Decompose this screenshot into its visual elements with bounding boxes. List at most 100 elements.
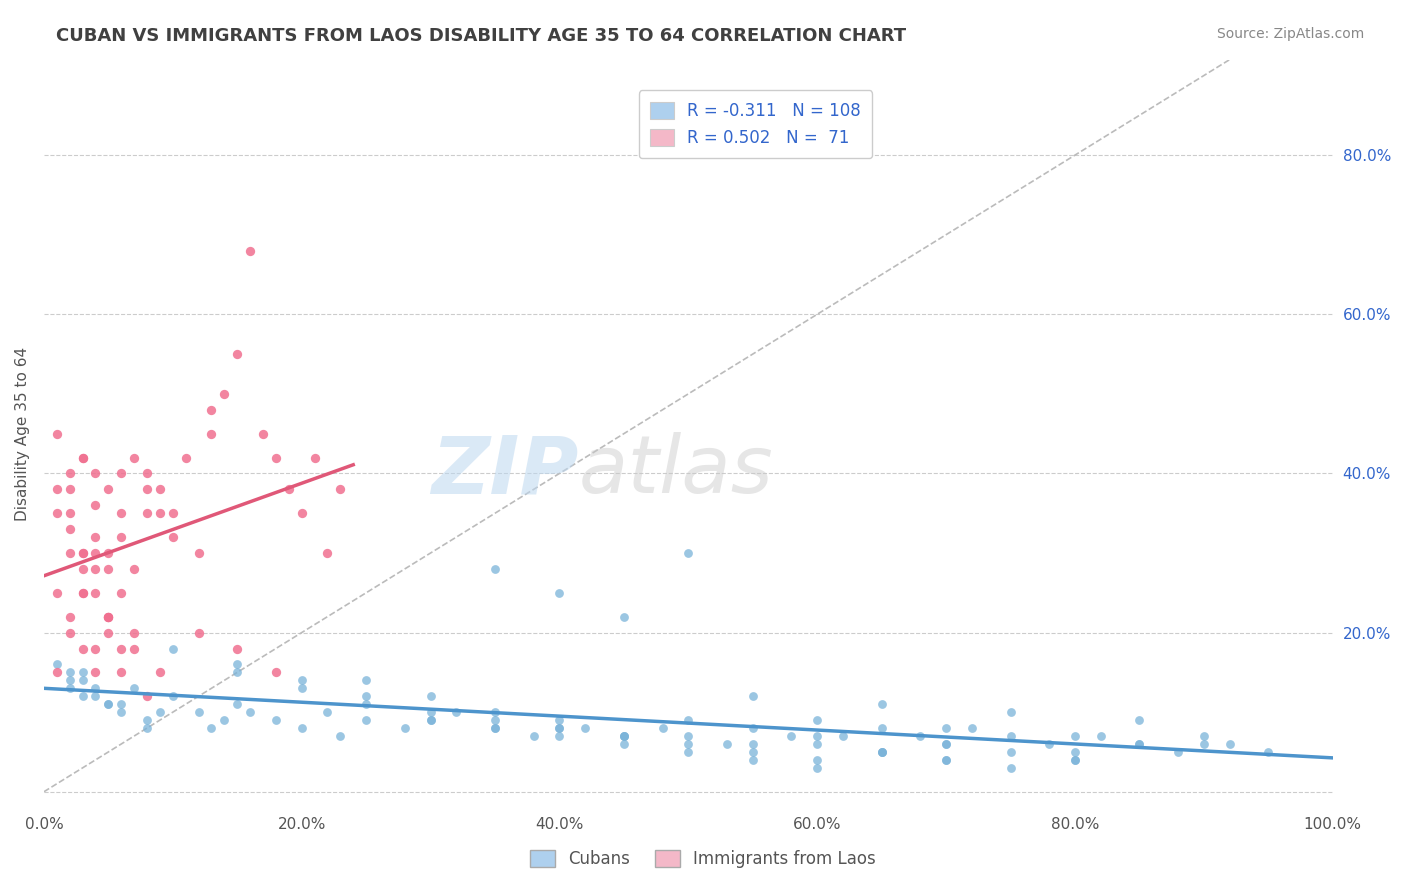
- Point: [122, 625, 145, 640]
- Point: [97, 697, 120, 711]
- Point: [97, 609, 120, 624]
- Point: [110, 530, 132, 544]
- Text: Source: ZipAtlas.com: Source: ZipAtlas.com: [1216, 27, 1364, 41]
- Point: [59, 609, 82, 624]
- Point: [613, 729, 636, 743]
- Point: [354, 713, 377, 727]
- Point: [548, 721, 571, 735]
- Point: [1128, 737, 1150, 751]
- Point: [72, 586, 94, 600]
- Point: [806, 753, 828, 767]
- Point: [136, 713, 159, 727]
- Point: [59, 665, 82, 680]
- Point: [484, 705, 506, 719]
- Point: [1167, 745, 1189, 759]
- Point: [59, 673, 82, 688]
- Point: [122, 450, 145, 465]
- Point: [162, 530, 184, 544]
- Point: [84, 690, 107, 704]
- Point: [72, 546, 94, 560]
- Point: [870, 721, 893, 735]
- Point: [910, 729, 932, 743]
- Point: [1257, 745, 1279, 759]
- Point: [162, 641, 184, 656]
- Point: [832, 729, 855, 743]
- Point: [162, 690, 184, 704]
- Point: [935, 721, 957, 735]
- Point: [264, 450, 287, 465]
- Point: [200, 721, 222, 735]
- Point: [316, 705, 339, 719]
- Point: [1192, 737, 1215, 751]
- Point: [187, 705, 209, 719]
- Point: [548, 721, 571, 735]
- Point: [935, 737, 957, 751]
- Point: [264, 713, 287, 727]
- Point: [1000, 729, 1022, 743]
- Point: [1090, 729, 1112, 743]
- Point: [1128, 713, 1150, 727]
- Point: [741, 745, 763, 759]
- Point: [1219, 737, 1241, 751]
- Point: [651, 721, 673, 735]
- Point: [935, 753, 957, 767]
- Point: [84, 530, 107, 544]
- Point: [806, 737, 828, 751]
- Point: [716, 737, 738, 751]
- Point: [97, 697, 120, 711]
- Point: [935, 737, 957, 751]
- Text: ZIP: ZIP: [432, 432, 579, 510]
- Point: [419, 713, 441, 727]
- Point: [226, 347, 249, 361]
- Point: [110, 665, 132, 680]
- Point: [523, 729, 546, 743]
- Point: [149, 665, 172, 680]
- Point: [84, 586, 107, 600]
- Point: [226, 697, 249, 711]
- Point: [72, 450, 94, 465]
- Point: [110, 586, 132, 600]
- Point: [1064, 745, 1087, 759]
- Point: [226, 657, 249, 672]
- Point: [84, 498, 107, 512]
- Point: [613, 729, 636, 743]
- Point: [72, 562, 94, 576]
- Point: [291, 721, 314, 735]
- Point: [548, 586, 571, 600]
- Point: [678, 729, 700, 743]
- Point: [72, 665, 94, 680]
- Point: [97, 562, 120, 576]
- Point: [110, 506, 132, 520]
- Point: [1000, 745, 1022, 759]
- Point: [1064, 753, 1087, 767]
- Point: [484, 721, 506, 735]
- Point: [97, 546, 120, 560]
- Point: [110, 467, 132, 481]
- Point: [136, 690, 159, 704]
- Text: CUBAN VS IMMIGRANTS FROM LAOS DISABILITY AGE 35 TO 64 CORRELATION CHART: CUBAN VS IMMIGRANTS FROM LAOS DISABILITY…: [56, 27, 907, 45]
- Point: [174, 450, 197, 465]
- Point: [72, 690, 94, 704]
- Point: [548, 729, 571, 743]
- Point: [110, 705, 132, 719]
- Point: [84, 546, 107, 560]
- Point: [870, 745, 893, 759]
- Point: [226, 665, 249, 680]
- Point: [419, 713, 441, 727]
- Point: [741, 753, 763, 767]
- Point: [59, 483, 82, 497]
- Point: [214, 713, 236, 727]
- Point: [354, 697, 377, 711]
- Point: [935, 753, 957, 767]
- Point: [419, 690, 441, 704]
- Point: [291, 673, 314, 688]
- Point: [277, 483, 299, 497]
- Point: [59, 681, 82, 696]
- Point: [72, 450, 94, 465]
- Point: [741, 721, 763, 735]
- Point: [741, 690, 763, 704]
- Point: [239, 244, 262, 258]
- Point: [226, 641, 249, 656]
- Point: [136, 721, 159, 735]
- Point: [72, 546, 94, 560]
